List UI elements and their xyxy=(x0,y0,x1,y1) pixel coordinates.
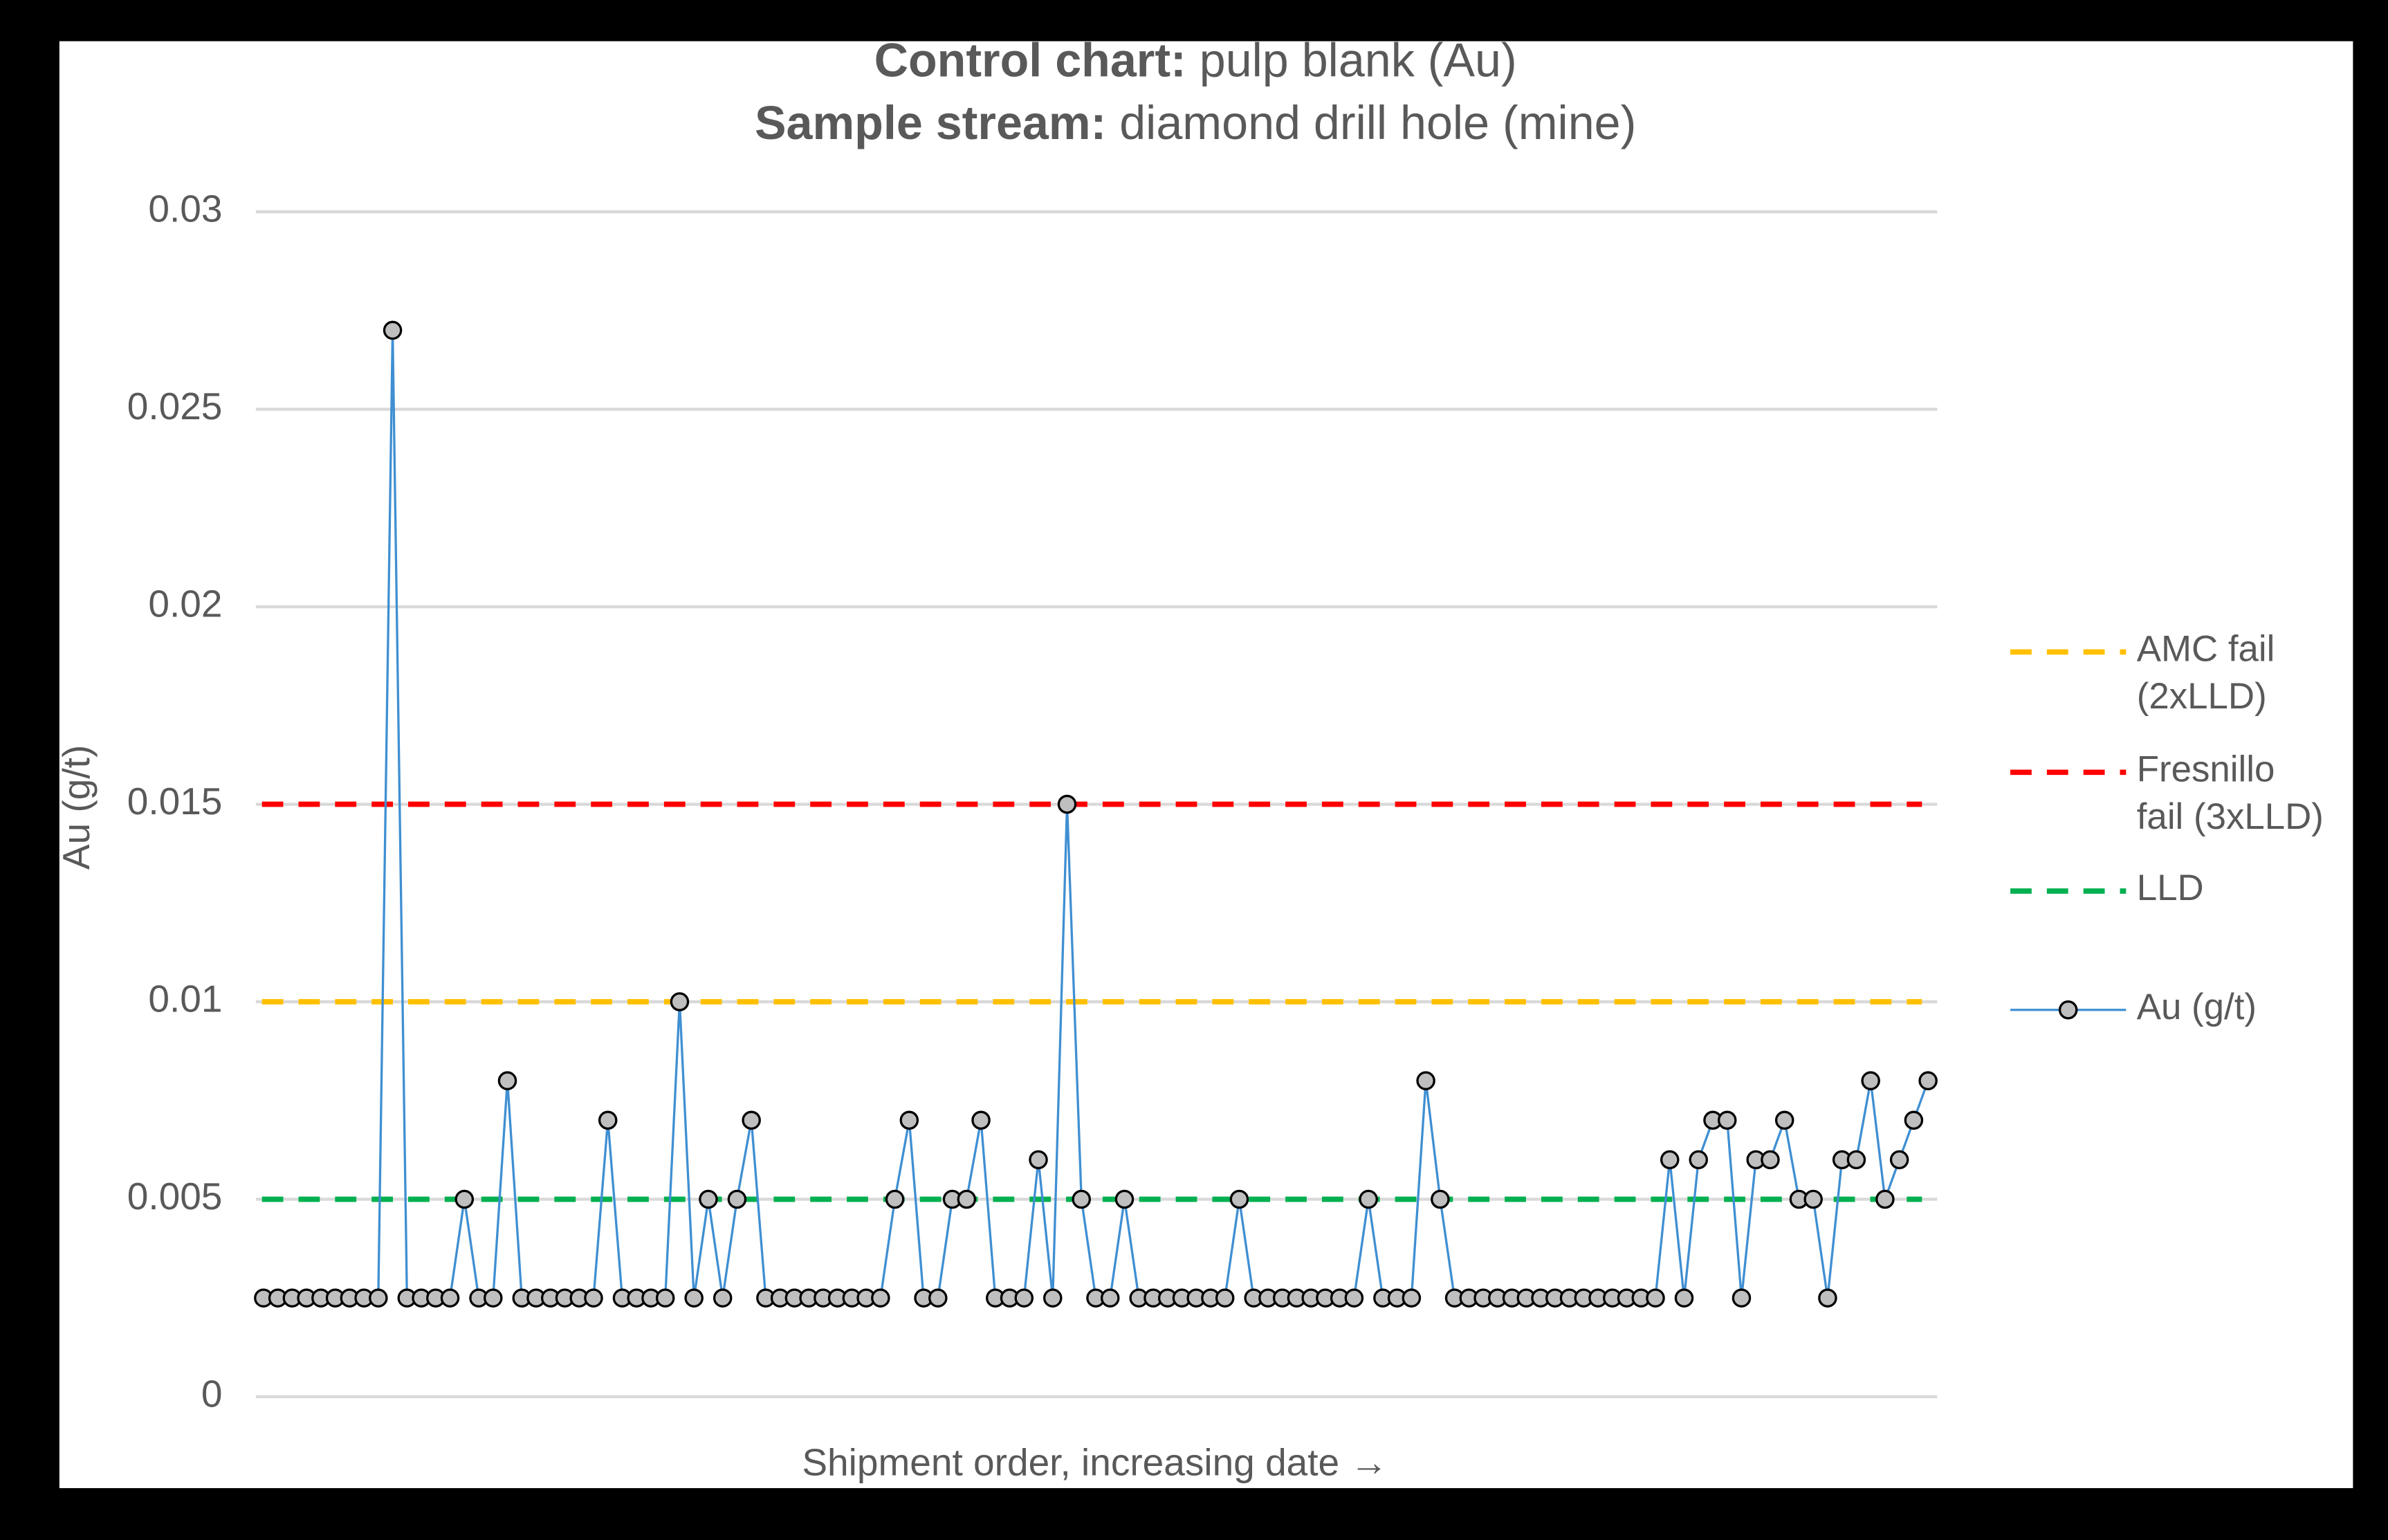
data-point xyxy=(1072,1189,1092,1209)
data-point xyxy=(742,1110,761,1130)
data-point xyxy=(699,1189,718,1209)
data-point xyxy=(684,1288,704,1308)
y-tick-label: 0.025 xyxy=(127,385,223,428)
title-label: Control chart: xyxy=(874,35,1186,87)
data-point xyxy=(1431,1189,1450,1209)
y-tick-label: 0.02 xyxy=(148,583,222,625)
legend-label-box: Au (g/t) xyxy=(2136,987,2257,1029)
title-text: diamond drill hole (mine) xyxy=(1119,97,1636,149)
data-point xyxy=(1861,1071,1880,1090)
legend-label: Fresnillo fail (3xLLD) xyxy=(2136,749,2324,838)
y-axis-label: Au (g/t) xyxy=(55,745,98,870)
data-point xyxy=(655,1288,675,1308)
data-point xyxy=(957,1189,977,1209)
y-tick-label: 0.005 xyxy=(127,1175,223,1218)
data-point xyxy=(1732,1288,1752,1308)
data-point xyxy=(1875,1189,1895,1209)
data-point xyxy=(1402,1288,1422,1308)
x-axis-label: Shipment order, increasing date → xyxy=(802,1441,1388,1484)
data-point xyxy=(885,1189,905,1209)
chart-title: Control chart: pulp blank (Au) xyxy=(874,35,1517,87)
legend-label-box: LLD xyxy=(2136,868,2204,910)
data-point xyxy=(1646,1288,1665,1308)
data-point xyxy=(1717,1110,1737,1130)
data-point xyxy=(383,320,403,340)
data-point xyxy=(1918,1071,1938,1090)
legend-label-box: AMC fail (2xLLD) xyxy=(2136,629,2275,718)
y-tick-label: 0.03 xyxy=(148,187,222,230)
legend-label: LLD xyxy=(2136,868,2204,910)
data-point xyxy=(871,1288,890,1308)
data-point xyxy=(727,1189,747,1209)
data-point xyxy=(1416,1071,1435,1090)
data-point xyxy=(1029,1150,1048,1170)
data-point xyxy=(1014,1288,1034,1308)
data-point xyxy=(1660,1150,1680,1170)
data-point xyxy=(1674,1288,1694,1308)
title-label: Sample stream: xyxy=(755,97,1106,149)
data-point xyxy=(670,992,690,1011)
data-point xyxy=(484,1288,503,1308)
data-point xyxy=(1889,1150,1909,1170)
data-point xyxy=(1215,1288,1235,1308)
legend-label: Au (g/t) xyxy=(2136,987,2257,1029)
legend-label: AMC fail (2xLLD) xyxy=(2136,629,2275,718)
data-point xyxy=(1100,1288,1120,1308)
data-point xyxy=(1774,1110,1794,1130)
data-point xyxy=(497,1071,517,1090)
data-point xyxy=(440,1288,460,1308)
data-point xyxy=(454,1189,475,1209)
y-tick-label: 0.015 xyxy=(127,780,223,823)
data-point xyxy=(1057,794,1077,814)
data-point xyxy=(369,1288,388,1308)
chart-area xyxy=(59,41,2353,1489)
y-tick-label: 0 xyxy=(201,1372,223,1415)
data-point xyxy=(598,1110,618,1130)
data-point xyxy=(1689,1150,1708,1170)
data-point xyxy=(1043,1288,1063,1308)
legend-label-box: Fresnillo fail (3xLLD) xyxy=(2136,749,2324,838)
data-point xyxy=(584,1288,603,1308)
data-point xyxy=(1344,1288,1364,1308)
data-point xyxy=(1818,1288,1837,1308)
data-point xyxy=(1846,1150,1866,1170)
data-point xyxy=(1229,1189,1249,1209)
data-point xyxy=(1803,1189,1823,1209)
data-point xyxy=(1114,1189,1135,1209)
y-tick-label: 0.01 xyxy=(148,978,222,1020)
data-point xyxy=(971,1110,991,1130)
title-text: pulp blank (Au) xyxy=(1200,35,1517,87)
data-point xyxy=(1359,1189,1378,1209)
data-point xyxy=(899,1110,919,1130)
data-point xyxy=(1761,1150,1780,1170)
legend-marker xyxy=(2058,1000,2078,1020)
data-point xyxy=(928,1288,948,1308)
data-point xyxy=(1904,1110,1924,1130)
data-point xyxy=(713,1288,733,1308)
chart-subtitle: Sample stream: diamond drill hole (mine) xyxy=(755,97,1636,149)
